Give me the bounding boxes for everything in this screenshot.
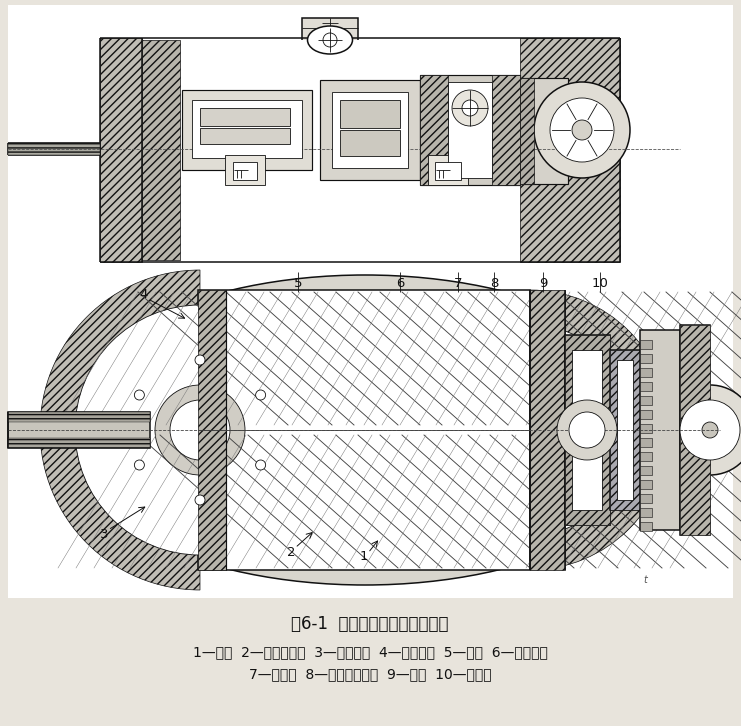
Circle shape: [572, 120, 592, 140]
Bar: [182, 90, 312, 170]
Bar: [680, 325, 710, 535]
Bar: [200, 128, 290, 144]
Bar: [8, 438, 150, 448]
Bar: [565, 335, 610, 525]
Bar: [610, 350, 640, 510]
Bar: [435, 162, 461, 180]
Bar: [640, 480, 652, 489]
Text: 1: 1: [359, 550, 368, 563]
Bar: [680, 325, 710, 535]
Bar: [8, 412, 150, 422]
Wedge shape: [530, 325, 635, 535]
Bar: [428, 155, 468, 185]
Bar: [492, 75, 520, 185]
Bar: [640, 340, 652, 349]
Bar: [520, 78, 534, 184]
Bar: [640, 410, 652, 419]
Circle shape: [534, 82, 630, 178]
Bar: [640, 522, 652, 531]
Bar: [640, 466, 652, 475]
Circle shape: [134, 390, 144, 400]
Bar: [640, 494, 652, 503]
Bar: [192, 100, 302, 158]
Text: t: t: [643, 575, 647, 585]
Bar: [142, 40, 520, 260]
Bar: [640, 330, 680, 530]
Text: 2: 2: [287, 545, 295, 558]
Bar: [225, 155, 265, 185]
Circle shape: [195, 355, 205, 365]
Bar: [640, 396, 652, 405]
Text: 1—机体  2—阴、阳转子  3—吸气端座  4—平衡活塞  5—滑阀  6—排气端座: 1—机体 2—阴、阳转子 3—吸气端座 4—平衡活塞 5—滑阀 6—排气端座: [193, 645, 548, 659]
Text: 4: 4: [140, 288, 148, 301]
Ellipse shape: [55, 275, 675, 585]
Circle shape: [323, 33, 337, 47]
Bar: [100, 38, 142, 262]
Circle shape: [452, 90, 488, 126]
Ellipse shape: [170, 400, 230, 460]
Bar: [332, 92, 408, 168]
Bar: [530, 290, 565, 570]
Bar: [640, 382, 652, 391]
Bar: [420, 75, 448, 185]
Circle shape: [557, 400, 617, 460]
Text: 6: 6: [396, 277, 404, 290]
Wedge shape: [75, 305, 200, 555]
Bar: [8, 412, 150, 448]
Bar: [520, 78, 568, 184]
Bar: [142, 40, 180, 260]
Circle shape: [680, 400, 740, 460]
Circle shape: [462, 100, 478, 116]
Ellipse shape: [75, 295, 655, 565]
Bar: [640, 438, 652, 447]
Bar: [200, 108, 290, 126]
Text: 7: 7: [453, 277, 462, 290]
Circle shape: [256, 460, 265, 470]
Bar: [640, 508, 652, 517]
Text: 9: 9: [539, 277, 547, 290]
Bar: [8, 598, 733, 720]
Circle shape: [702, 422, 718, 438]
Bar: [198, 290, 530, 570]
Text: 8: 8: [490, 277, 498, 290]
Circle shape: [134, 460, 144, 470]
Text: 3: 3: [100, 528, 108, 540]
Wedge shape: [530, 290, 670, 570]
Bar: [198, 290, 226, 570]
Bar: [233, 162, 257, 180]
Circle shape: [569, 412, 605, 448]
Bar: [640, 354, 652, 363]
Wedge shape: [40, 270, 200, 590]
Bar: [320, 80, 420, 180]
Bar: [340, 130, 400, 156]
Circle shape: [195, 495, 205, 505]
Text: 10: 10: [591, 277, 608, 290]
Bar: [302, 18, 358, 63]
Bar: [448, 82, 492, 178]
Bar: [640, 452, 652, 461]
Bar: [8, 143, 100, 155]
Ellipse shape: [308, 26, 353, 54]
Bar: [572, 350, 602, 510]
Text: 7—主轴承  8—径向止推轴承  9—轴封  10—联轴器: 7—主轴承 8—径向止推轴承 9—轴封 10—联轴器: [249, 667, 491, 681]
Bar: [520, 38, 620, 262]
Bar: [617, 360, 633, 500]
Ellipse shape: [155, 385, 245, 475]
Bar: [640, 424, 652, 433]
Circle shape: [550, 98, 614, 162]
Circle shape: [256, 390, 265, 400]
Text: 图6-1  螺杆式制冷压缩机剖面图: 图6-1 螺杆式制冷压缩机剖面图: [291, 615, 449, 633]
Text: 5: 5: [293, 277, 302, 290]
Bar: [420, 75, 520, 185]
Bar: [8, 5, 733, 603]
Circle shape: [665, 385, 741, 475]
Bar: [640, 368, 652, 377]
Bar: [340, 100, 400, 128]
Bar: [610, 350, 640, 510]
Bar: [565, 335, 610, 525]
